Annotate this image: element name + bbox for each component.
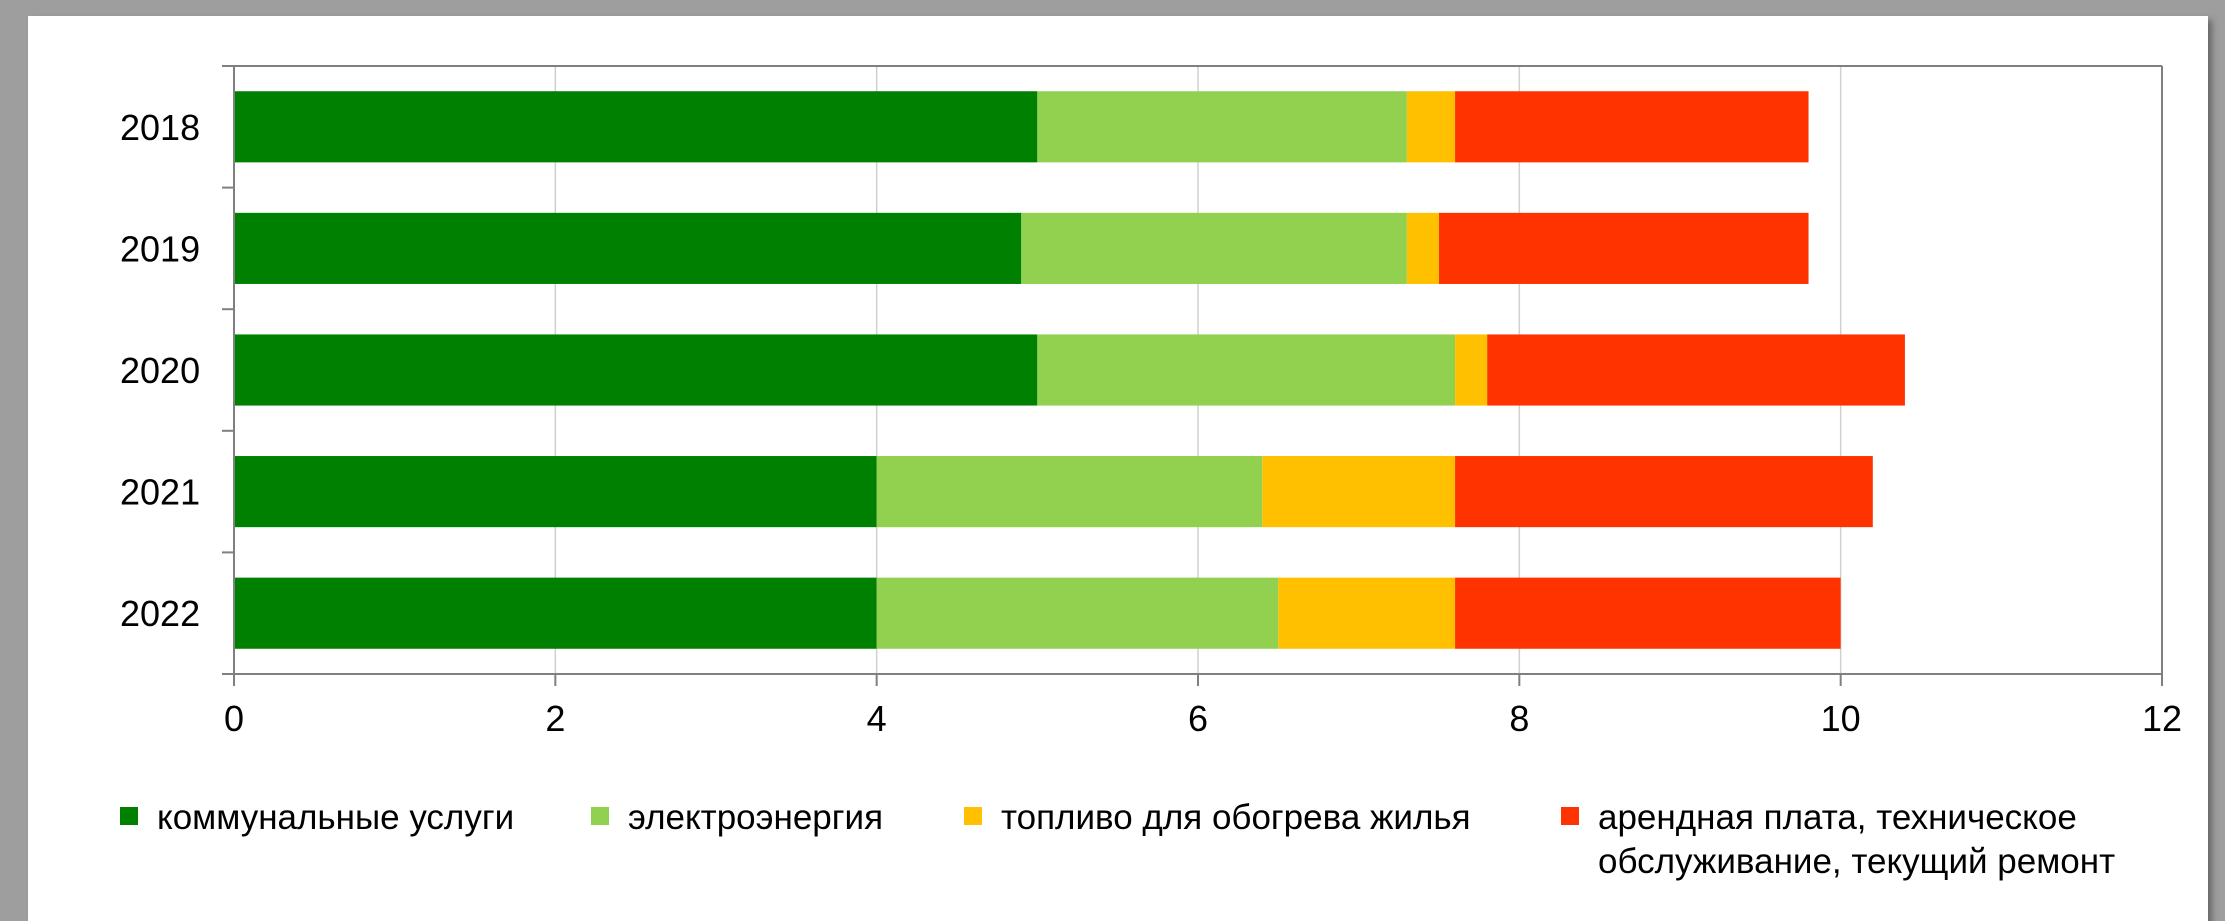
legend-swatch-1 xyxy=(591,807,609,825)
bar-2020-series-1 xyxy=(1037,334,1456,406)
legend: коммунальные услуги электроэнергия топливо… xyxy=(120,798,2115,881)
bar-2021-series-2 xyxy=(1262,456,1456,528)
bar-2021-series-0 xyxy=(234,456,877,528)
bar-2019-series-0 xyxy=(234,212,1022,284)
legend-swatch-3 xyxy=(1561,807,1579,825)
bar-2021-series-1 xyxy=(876,456,1263,528)
bar-2022-series-3 xyxy=(1455,577,1841,649)
y-tick-label: 2021 xyxy=(120,472,200,513)
bar-2018-series-3 xyxy=(1455,91,1809,163)
legend-label-2: топливо для обогрева жилья xyxy=(1001,798,1471,837)
bar-2019-series-2 xyxy=(1406,212,1439,284)
x-tick-label: 6 xyxy=(1188,698,1208,739)
legend-label-1: электроэнергия xyxy=(628,798,883,837)
x-tick-label: 8 xyxy=(1509,698,1529,739)
x-tick-label: 10 xyxy=(1821,698,1861,739)
y-tick-label: 2018 xyxy=(120,107,200,148)
bar-2018-series-2 xyxy=(1406,91,1456,163)
y-tick-label: 2022 xyxy=(120,593,200,634)
legend-swatch-2 xyxy=(964,807,982,825)
chart-frame: 2018 2019 2020 2021 2022 0 2 4 6 8 10 12 коммунальн… xyxy=(28,16,2208,921)
axes: 2018 2019 2020 2021 2022 0 2 4 6 8 10 12 xyxy=(120,65,2182,739)
bars xyxy=(234,91,1905,649)
legend-label-0: коммунальные услуги xyxy=(157,798,514,837)
bar-2018-series-1 xyxy=(1037,91,1407,163)
legend-label-3: обслуживание, текущий ремонт xyxy=(1598,842,2115,881)
x-tick-label: 2 xyxy=(545,698,565,739)
bar-2020-series-3 xyxy=(1487,334,1905,406)
x-tick-label: 4 xyxy=(867,698,887,739)
bar-2021-series-3 xyxy=(1455,456,1873,528)
chart: 2018 2019 2020 2021 2022 0 2 4 6 8 10 12 коммунальн… xyxy=(120,65,2182,881)
x-tick-label: 12 xyxy=(2142,698,2182,739)
legend-label-3: арендная плата, техническое xyxy=(1598,798,2077,837)
y-tick-label: 2019 xyxy=(120,228,200,269)
x-tick-label: 0 xyxy=(224,698,244,739)
bar-2019-series-3 xyxy=(1439,212,1809,284)
bar-2020-series-0 xyxy=(234,334,1038,406)
legend-swatch-0 xyxy=(120,807,138,825)
bar-2022-series-0 xyxy=(234,577,877,649)
y-tick-label: 2020 xyxy=(120,350,200,391)
bar-2018-series-0 xyxy=(234,91,1038,163)
bar-2022-series-1 xyxy=(876,577,1279,649)
bar-2020-series-2 xyxy=(1455,334,1488,406)
bar-2022-series-2 xyxy=(1278,577,1456,649)
bar-2019-series-1 xyxy=(1021,212,1407,284)
